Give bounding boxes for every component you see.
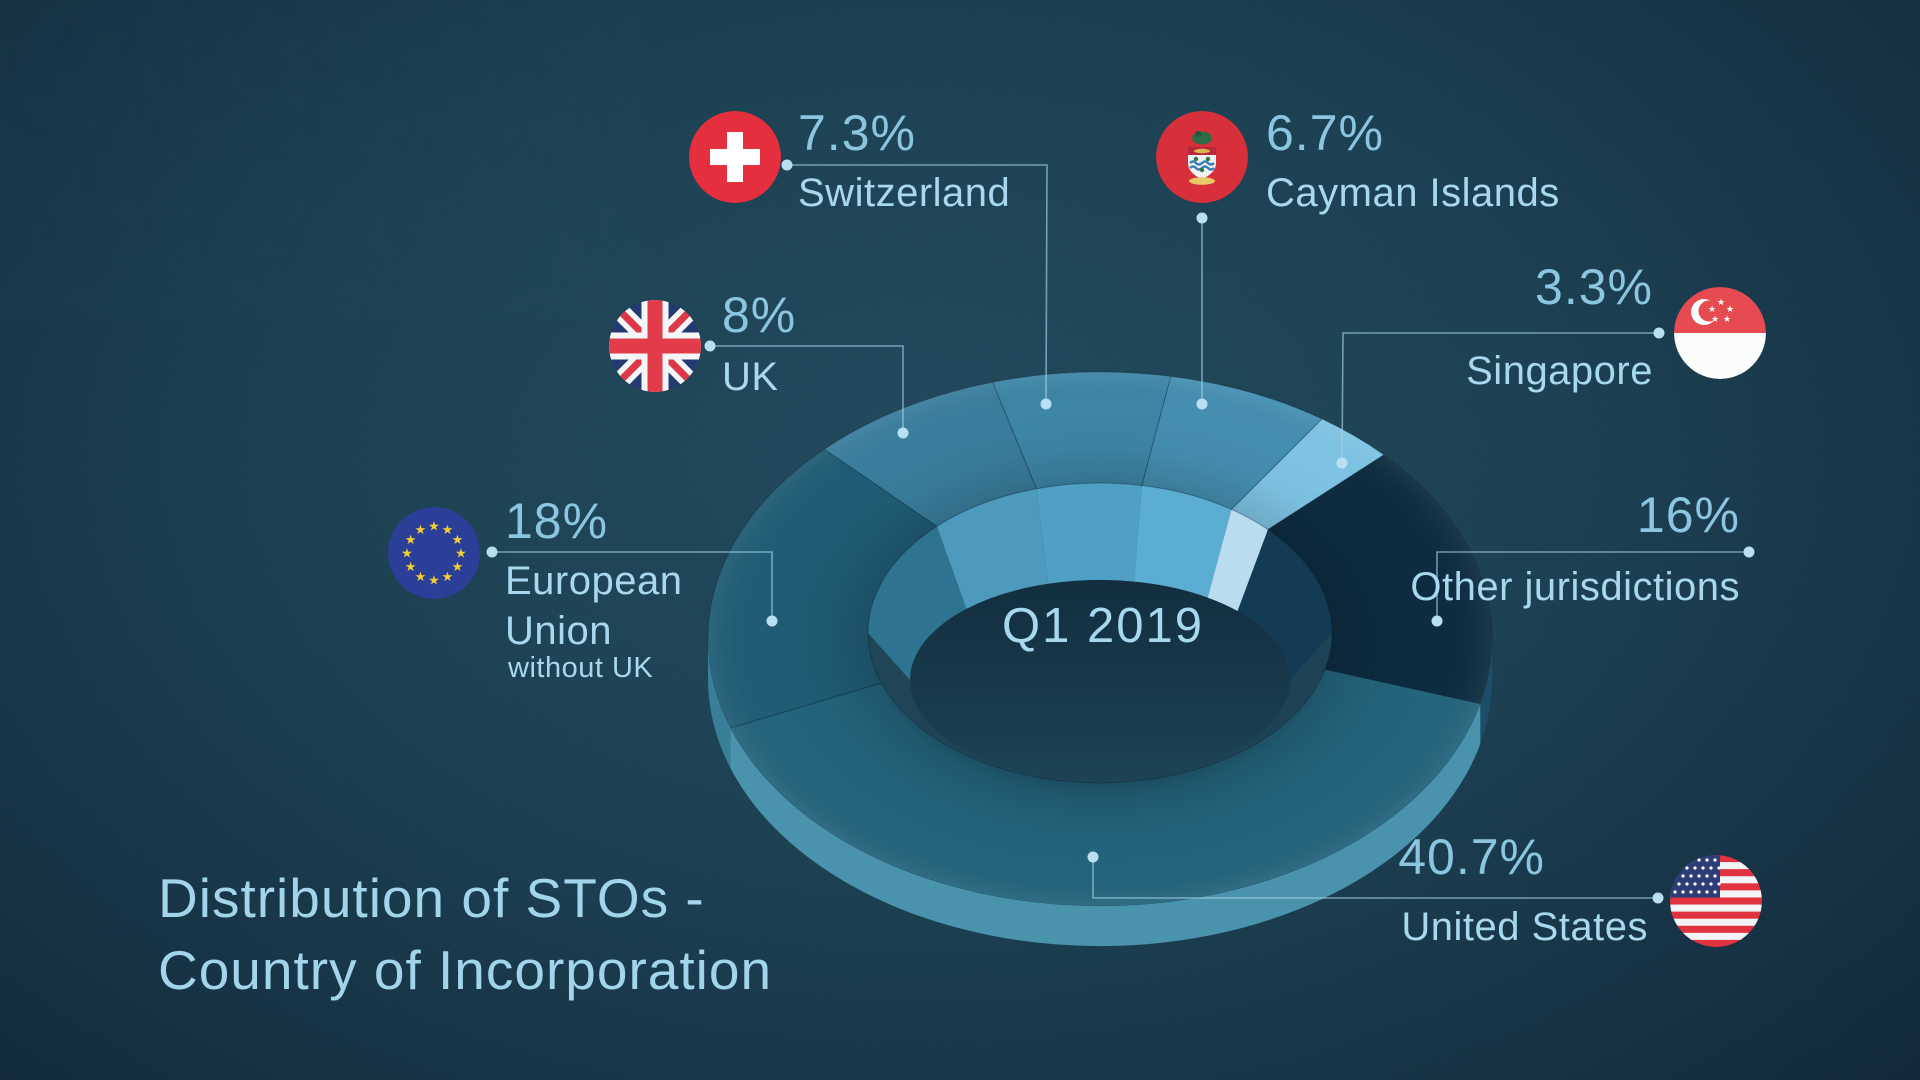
svg-text:★: ★ bbox=[1711, 314, 1719, 324]
singapore-leader-dot bbox=[1336, 457, 1348, 469]
other-jurisdictions-leader-dot bbox=[1431, 615, 1443, 627]
svg-text:★: ★ bbox=[442, 522, 454, 537]
united-states-label: United States bbox=[1401, 905, 1648, 949]
svg-text:★: ★ bbox=[428, 519, 440, 534]
svg-text:★: ★ bbox=[415, 522, 427, 537]
united-states-leader-line bbox=[1092, 857, 1658, 899]
european-union-inner-wall bbox=[868, 526, 967, 680]
european-union-leader-dot bbox=[486, 546, 498, 558]
svg-text:★: ★ bbox=[1723, 314, 1731, 324]
svg-text:★: ★ bbox=[401, 546, 413, 561]
other-jurisdictions-leader-line bbox=[1436, 551, 1749, 621]
svg-text:★: ★ bbox=[405, 559, 417, 574]
switzerland-leader-dot bbox=[781, 159, 793, 171]
center-period-label: Q1 2019 bbox=[1002, 599, 1204, 653]
svg-text:★: ★ bbox=[1708, 304, 1716, 314]
european-union-rim bbox=[707, 639, 731, 768]
chart-title-line1: Distribution of STOs - bbox=[158, 867, 705, 929]
cayman-islands-flag-icon bbox=[1156, 111, 1248, 203]
united-states-flag-icon bbox=[1670, 855, 1762, 947]
other-jurisdictions-inner-wall bbox=[1237, 529, 1332, 680]
svg-text:★: ★ bbox=[415, 569, 427, 584]
other-jurisdictions-leader-dot bbox=[1743, 546, 1755, 558]
callout-leader-lines bbox=[486, 159, 1755, 904]
european-union-leader-line bbox=[492, 551, 773, 621]
other-jurisdictions-percent: 16% bbox=[1636, 487, 1740, 543]
cayman-islands-percent: 6.7% bbox=[1266, 105, 1384, 161]
switzerland-percent: 7.3% bbox=[798, 105, 916, 161]
switzerland-label: Switzerland bbox=[798, 171, 1011, 215]
singapore-leader-dot bbox=[1653, 327, 1665, 339]
svg-text:★: ★ bbox=[405, 532, 417, 547]
united-states-rim bbox=[730, 703, 1481, 947]
other-jurisdictions-rim bbox=[1480, 639, 1493, 744]
switzerland-flag-icon bbox=[689, 111, 781, 203]
united-states-leader-dot bbox=[1087, 851, 1099, 863]
united-states-leader-dot bbox=[1652, 892, 1664, 904]
chart-title: Distribution of STOs - Country of Incorp… bbox=[158, 862, 772, 1006]
eu-flag-icon: ★ ★ ★ ★ ★ ★ ★ ★ ★ ★ ★ ★ bbox=[388, 507, 480, 599]
cayman-islands-leader-dot bbox=[1196, 212, 1208, 224]
uk-leader-dot bbox=[897, 427, 909, 439]
united-states-percent: 40.7% bbox=[1398, 829, 1545, 885]
svg-text:★: ★ bbox=[1717, 297, 1725, 307]
eu-percent: 18% bbox=[505, 493, 609, 549]
donut-hole-floor bbox=[910, 580, 1290, 780]
cayman-islands-inner-wall bbox=[1134, 485, 1232, 598]
uk-flag-icon bbox=[609, 300, 701, 392]
singapore-inner-wall bbox=[1207, 509, 1268, 611]
svg-text:★: ★ bbox=[442, 569, 454, 584]
svg-text:★: ★ bbox=[452, 532, 464, 547]
singapore-leader-line bbox=[1341, 332, 1659, 464]
switzerland-leader-dot bbox=[1040, 398, 1052, 410]
svg-text:★: ★ bbox=[452, 559, 464, 574]
other-jurisdictions-label: Other jurisdictions bbox=[1410, 565, 1740, 609]
cayman-islands-leader-dot bbox=[1196, 398, 1208, 410]
svg-text:★: ★ bbox=[1726, 304, 1734, 314]
uk-label: UK bbox=[722, 355, 779, 399]
svg-text:★: ★ bbox=[455, 546, 467, 561]
switzerland-leader-line bbox=[787, 164, 1048, 405]
cayman-islands-label: Cayman Islands bbox=[1266, 171, 1560, 215]
donut-shading-overlay bbox=[707, 371, 1492, 907]
european-union-leader-dot bbox=[766, 615, 778, 627]
switzerland-inner-wall bbox=[1036, 483, 1142, 584]
uk-inner-wall bbox=[936, 488, 1048, 609]
singapore-flag-icon: ★ ★ ★ ★ ★ bbox=[1674, 287, 1766, 379]
uk-percent: 8% bbox=[722, 287, 797, 343]
eu-sublabel: without UK bbox=[508, 652, 654, 684]
uk-leader-dot bbox=[704, 340, 716, 352]
svg-text:★: ★ bbox=[428, 573, 440, 588]
chart-title-line2: Country of Incorporation bbox=[158, 939, 773, 1001]
singapore-label: Singapore bbox=[1466, 349, 1653, 393]
singapore-percent: 3.3% bbox=[1535, 259, 1653, 315]
eu-label: European Union bbox=[505, 559, 683, 653]
uk-leader-line bbox=[710, 345, 904, 433]
background-texture-patch bbox=[90, 30, 550, 270]
